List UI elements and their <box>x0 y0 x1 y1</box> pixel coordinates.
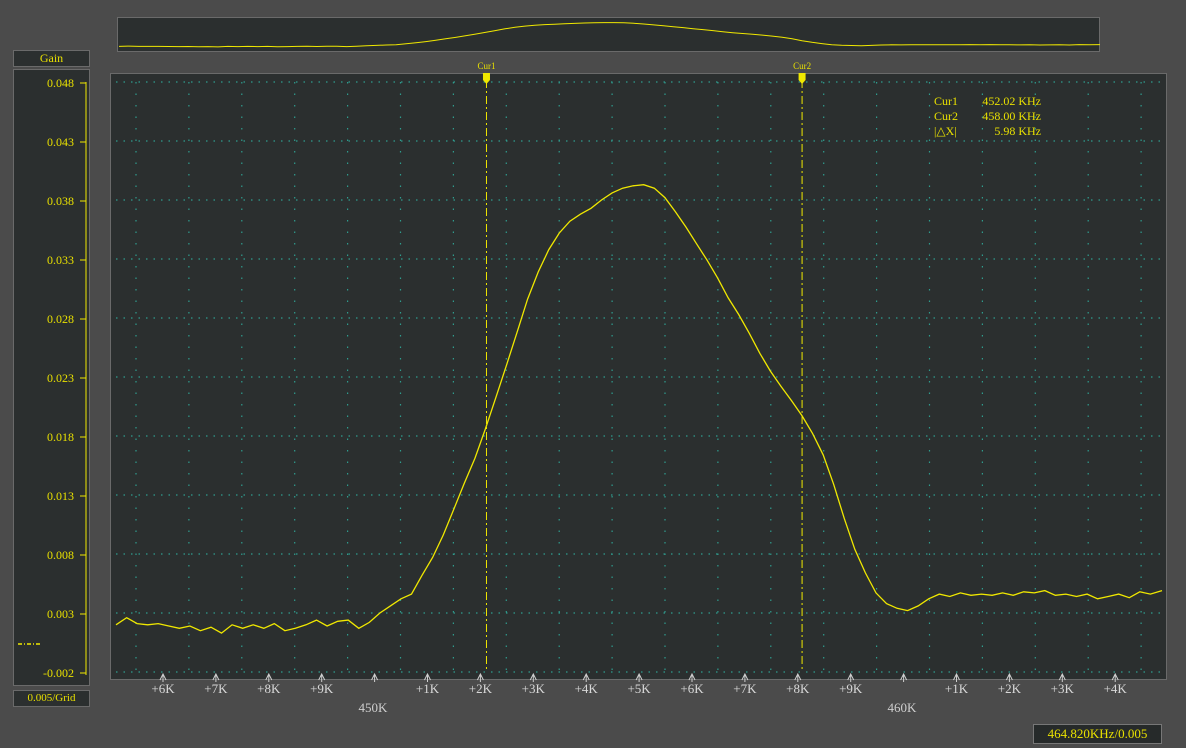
x-tick-mark <box>1111 672 1119 682</box>
x-tick-mark <box>476 672 484 682</box>
readout-name: |△X| <box>934 124 957 138</box>
yaxis-title: Gain <box>13 50 90 67</box>
y-tick-label: 0.033 <box>47 253 74 267</box>
y-tick-label: 0.038 <box>47 194 74 208</box>
x-tick-mark <box>212 672 220 682</box>
x-tick-mark <box>847 672 855 682</box>
x-tick-mark <box>371 672 379 682</box>
y-tick-label: -0.002 <box>43 666 74 680</box>
x-tick-label: +2K <box>469 681 493 696</box>
x-tick-mark <box>741 672 749 682</box>
x-tick-label: +8K <box>257 681 281 696</box>
y-tick-label: 0.028 <box>47 312 74 326</box>
x-tick-label: +6K <box>680 681 704 696</box>
y-tick-label: 0.048 <box>47 76 74 90</box>
x-tick-label: +4K <box>1104 681 1128 696</box>
y-tick-label: 0.018 <box>47 430 74 444</box>
readout-value: 458.00 KHz <box>982 109 1041 123</box>
x-tick-label: +2K <box>998 681 1022 696</box>
y-tick-label: 0.043 <box>47 135 74 149</box>
x-tick-label: +7K <box>733 681 757 696</box>
yaxis-scale-label: 0.005/Grid <box>13 690 90 707</box>
x-tick-mark <box>1005 672 1013 682</box>
cursor-2-marker[interactable] <box>798 73 806 84</box>
x-tick-mark <box>159 672 167 682</box>
overview-trace <box>118 22 1101 48</box>
x-tick-label: +8K <box>786 681 810 696</box>
x-tick-label: +5K <box>627 681 651 696</box>
x-tick-mark <box>582 672 590 682</box>
x-tick-mark <box>953 672 960 682</box>
readout-value: 452.02 KHz <box>982 94 1041 108</box>
status-readout: 464.820KHz/0.005 <box>1033 724 1162 744</box>
x-tick-mark <box>635 672 643 682</box>
x-major-label: 460K <box>888 700 918 715</box>
gain-trace <box>115 184 1163 634</box>
readout-name: Cur2 <box>934 109 958 123</box>
cursor-1-marker[interactable] <box>482 73 490 84</box>
x-tick-mark <box>688 672 696 682</box>
x-tick-mark <box>265 672 273 682</box>
x-tick-mark <box>424 672 431 682</box>
yaxis-scale: 0.048 0.043 0.038 0.033 0.028 0.023 0.018 0.013… <box>18 76 87 680</box>
x-tick-label: +6K <box>151 681 175 696</box>
plot-area[interactable] <box>110 73 1167 680</box>
overview-strip[interactable] <box>117 17 1101 52</box>
cursor-2-label: Cur2 <box>793 61 811 71</box>
y-tick-label: 0.003 <box>47 607 74 621</box>
y-tick-label: 0.013 <box>47 489 74 503</box>
x-tick-mark <box>1058 672 1066 682</box>
x-tick-label: +1K <box>416 681 440 696</box>
x-tick-mark <box>900 672 908 682</box>
y-tick-label: 0.023 <box>47 371 74 385</box>
yaxis-panel: 0.048 0.043 0.038 0.033 0.028 0.023 0.018 0.013… <box>13 69 90 686</box>
readout-name: Cur1 <box>934 94 958 108</box>
x-tick-label: +1K <box>945 681 969 696</box>
x-tick-label: +9K <box>839 681 863 696</box>
readout-value: 5.98 KHz <box>994 124 1041 138</box>
x-major-label: 450K <box>359 700 389 715</box>
overview-trace-line <box>118 22 1101 48</box>
y-tick-label: 0.008 <box>47 548 74 562</box>
cursor-1-label: Cur1 <box>477 61 495 71</box>
x-tick-label: +7K <box>204 681 228 696</box>
x-tick-mark <box>529 672 537 682</box>
x-tick-label: +4K <box>575 681 599 696</box>
x-tick-label: +3K <box>522 681 546 696</box>
x-tick-label: +9K <box>310 681 334 696</box>
x-tick-mark <box>318 672 326 682</box>
x-tick-mark <box>794 672 802 682</box>
grid <box>116 81 1162 673</box>
x-tick-label: +3K <box>1051 681 1075 696</box>
